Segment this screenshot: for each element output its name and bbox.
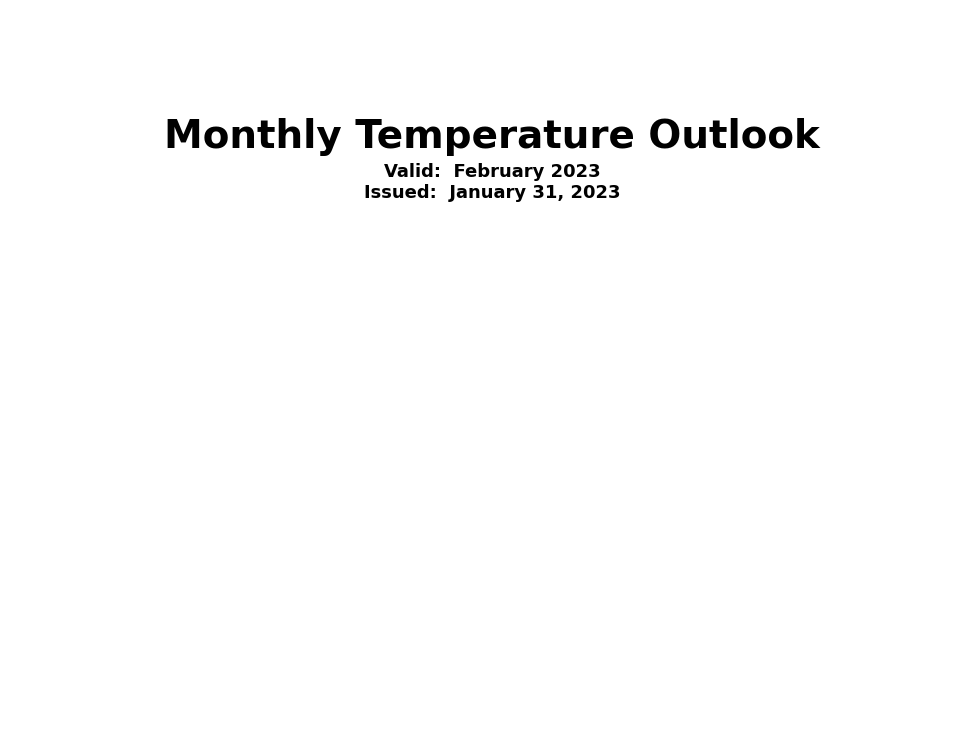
Text: Monthly Temperature Outlook: Monthly Temperature Outlook xyxy=(164,117,820,156)
Text: Valid:  February 2023
Issued:  January 31, 2023: Valid: February 2023 Issued: January 31,… xyxy=(364,163,620,202)
